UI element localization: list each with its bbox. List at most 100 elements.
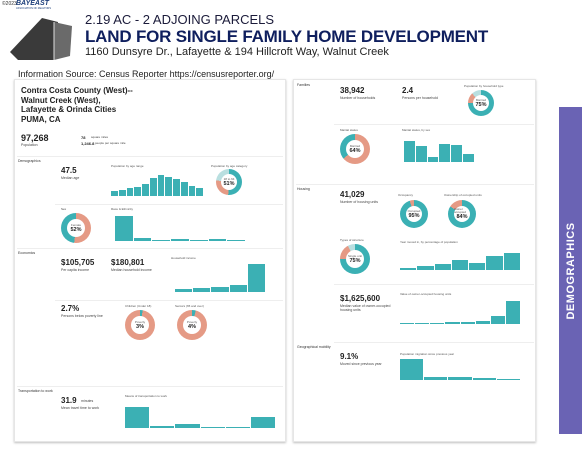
place-line: Lafayette & Orinda Cities — [21, 105, 117, 114]
chart-bar — [427, 156, 439, 162]
race-chart-title: Race & Ethnicity — [111, 207, 134, 211]
chart-bar — [208, 239, 227, 241]
race-bar-chart — [115, 213, 246, 241]
sex-label: Sex — [61, 207, 67, 211]
donut-label: Single unit — [347, 253, 362, 258]
chart-bar — [503, 253, 520, 270]
travel-time-value: 31.9 — [61, 396, 77, 405]
logo-subtitle: ASSOCIATION OF REALTORS — [16, 7, 52, 10]
chart-bar — [173, 179, 180, 196]
header-subtitle: 2.19 AC - 2 ADJOING PARCELS — [85, 12, 275, 27]
demographics-side-label: DEMOGRAPHICS — [564, 221, 577, 320]
poverty-label: Persons below poverty line — [61, 314, 103, 318]
place-line: Contra Costa County (West)-- — [21, 86, 133, 95]
median-age-label: Median age — [61, 176, 80, 180]
ownership-title: Ownership of occupied units — [444, 193, 482, 197]
donut-label: Female — [70, 222, 81, 227]
structure-donut: Single unit 75% — [340, 244, 370, 274]
chart-bar — [247, 263, 266, 292]
chart-bar — [189, 240, 208, 241]
donut-value: 3% — [136, 323, 144, 330]
chart-bar — [196, 188, 203, 196]
marital-sex-title: Marital status, by sex — [402, 128, 431, 132]
bayeast-logo: BAYEAST — [16, 0, 49, 7]
donut-value: 51% — [223, 180, 235, 187]
seniors-donut: Poverty 4% — [177, 310, 207, 340]
divider — [334, 124, 534, 125]
marital-sex-chart — [404, 136, 474, 162]
chart-bar — [225, 426, 250, 428]
chart-bar — [180, 181, 188, 196]
donut-value: 64% — [349, 147, 361, 154]
place-line: Walnut Creek (West), — [21, 95, 101, 105]
divider — [296, 184, 534, 185]
divider — [334, 342, 534, 343]
place-name: Contra Costa County (West)-- Walnut Cree… — [21, 86, 133, 124]
donut-value: 75% — [349, 257, 361, 264]
divider — [55, 300, 283, 301]
info-source: Information Source: Census Reporter http… — [18, 69, 275, 79]
chart-bar — [193, 288, 211, 292]
occupancy-title: Occupancy — [398, 193, 414, 197]
sex-donut: Female 52% — [61, 213, 91, 243]
header-address: 1160 Dunsyre Dr., Lafayette & 194 Hillcr… — [85, 46, 389, 58]
poverty-value: 2.7% — [61, 304, 80, 313]
donut-label: Occupied — [407, 208, 421, 213]
chart-bar — [415, 146, 427, 162]
chart-bar — [171, 238, 189, 241]
ownership-donut: Owner occupied 84% — [448, 200, 476, 228]
section-mobility: Geographical mobility — [297, 345, 331, 349]
structure-title: Types of structure — [340, 238, 364, 242]
divider — [17, 386, 283, 387]
home-value-value: $1,625,600 — [340, 294, 381, 303]
chart-bar — [469, 262, 486, 270]
right-census-panel: Families 38,942 Number of households 2.4… — [293, 79, 536, 442]
chart-bar — [463, 154, 474, 162]
chart-bar — [200, 426, 225, 428]
occupancy-donut: Occupied 95% — [400, 200, 428, 228]
copyright-text: ©2023 — [2, 1, 17, 7]
chart-bar — [175, 423, 200, 428]
chart-bar — [490, 316, 505, 324]
chart-bar — [227, 240, 246, 241]
median-household-label: Median household income — [111, 268, 152, 272]
divider — [17, 156, 283, 157]
chart-bar — [496, 379, 521, 380]
chart-bar — [430, 322, 445, 324]
place-line: PUMA, CA — [21, 114, 61, 124]
means-title: Means of transportation to work — [125, 394, 168, 398]
chart-bar — [118, 189, 126, 196]
parcel-map-icon — [10, 18, 72, 60]
housing-units-value: 41,029 — [340, 190, 365, 199]
chart-bar — [415, 322, 430, 324]
chart-bar — [400, 323, 415, 324]
chart-bar — [229, 284, 247, 292]
household-income-chart — [175, 262, 266, 292]
households-label: Number of households — [340, 96, 376, 100]
chart-bar — [486, 255, 503, 270]
age-bar-chart — [111, 170, 203, 196]
chart-bar — [211, 286, 229, 292]
donut-label: 18 to 64 — [223, 176, 235, 181]
chart-bar — [134, 186, 141, 196]
chart-bar — [434, 264, 451, 270]
area-value: 78 — [81, 135, 86, 140]
chart-bar — [445, 322, 460, 324]
donut-label: Married — [349, 143, 361, 148]
donut-value: 4% — [188, 323, 196, 330]
moved-value: 9.1% — [340, 352, 359, 361]
per-capita-label: Per capita income — [61, 268, 90, 272]
means-transportation-chart — [125, 400, 276, 428]
moved-label: Moved since previous year — [340, 362, 382, 366]
donut-label: Poverty — [186, 319, 198, 324]
median-household-value: $180,801 — [111, 258, 145, 267]
donut-label: Poverty — [134, 319, 146, 324]
travel-time-unit: minutes — [81, 399, 94, 403]
year-moved-chart — [400, 246, 520, 270]
population-value: 97,268 — [21, 133, 49, 143]
donut-label: Owner occupied — [454, 207, 467, 214]
donut-label: Married — [475, 97, 487, 102]
chart-bar — [424, 376, 448, 380]
section-families: Families — [297, 83, 311, 87]
donut-value: 84% — [456, 214, 468, 220]
